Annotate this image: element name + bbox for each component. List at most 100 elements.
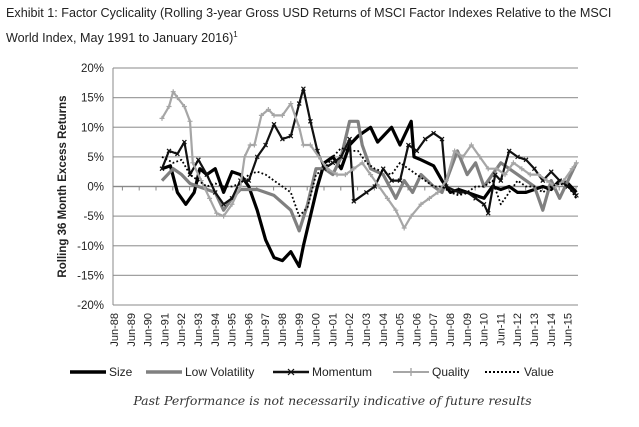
data-point [536,172,542,178]
x-tick-label: Jun-93 [193,313,205,347]
legend-item-size: Size [70,363,132,381]
legend-swatch-quality [393,368,429,376]
data-point [372,184,378,189]
data-point [359,160,365,166]
x-tick-label: Jun-97 [260,313,272,347]
data-point [523,157,529,163]
x-tick-label: Jun-05 [395,313,407,347]
data-point [258,112,264,118]
x-tick-label: Jun-98 [277,313,289,347]
data-point [384,195,390,201]
y-tick-label: 5% [87,152,104,164]
disclaimer-footer: Past Performance is not necessarily indi… [133,393,532,408]
x-tick-label: Jun-00 [311,313,323,347]
legend-swatch-low-volatility [146,370,182,374]
data-point [481,201,487,207]
y-tick-label: -10% [77,241,104,253]
data-point [422,136,428,142]
x-tick-label: Jun-91 [159,313,171,347]
data-point [431,130,437,136]
y-tick-label: 0% [87,182,104,194]
data-point [510,160,516,166]
data-point [492,172,498,178]
data-point [330,160,336,166]
data-point [397,178,403,183]
data-point [519,166,525,172]
data-point [279,112,285,118]
data-point [561,178,567,184]
x-tick-label: Jun-15 [563,313,575,347]
data-point [351,198,357,204]
data-point [265,106,271,112]
data-point [439,136,445,142]
data-point [166,104,172,110]
data-point [351,166,357,172]
data-point [181,104,187,110]
legend-label: Value [524,365,554,379]
data-point [237,184,243,189]
data-point [296,124,302,130]
data-point [347,136,353,142]
data-point [271,121,277,127]
data-point [485,210,491,216]
data-point [408,213,414,219]
data-point [242,154,248,160]
data-point [296,101,302,106]
y-tick-label: -20% [77,300,104,312]
data-point [159,115,165,121]
data-point [251,142,257,148]
data-point [204,172,210,178]
data-point [368,172,374,178]
chart: 20% 15% 10% 5% 0% -5% -10% -15% -20% Rolling 36 M… [57,63,579,347]
x-tick-label: Jun-14 [546,313,558,347]
data-point [221,201,227,207]
data-point [288,101,294,107]
y-axis-label: Rolling 36 Month Excess Returns [57,95,69,277]
legend-label: Quality [432,365,470,379]
legend-item-quality: Quality [393,363,469,381]
data-point [485,166,491,172]
data-point [324,166,330,172]
data-point [174,151,180,157]
legend-label: Momentum [312,365,373,379]
data-point [279,136,285,142]
data-point [389,178,395,183]
data-point [393,207,399,213]
x-tick-label: Jun-01 [327,313,339,347]
data-point [338,154,344,160]
data-point [452,148,458,154]
data-point [569,166,575,172]
data-point [573,160,579,166]
data-point [170,89,176,95]
data-point [254,154,260,160]
data-point [300,86,306,92]
legend-label: Size [109,365,133,379]
data-point [506,148,512,154]
x-tick-label: Jun-07 [428,313,440,347]
data-point [271,112,277,118]
chart-title-text: Exhibit 1: Factor Cyclicality (Rolling 3… [6,6,612,46]
x-tick-label: Jun-94 [210,313,222,347]
data-point [548,169,554,175]
data-point [426,195,432,201]
x-tick-label: Jun-08 [445,313,457,347]
y-tick-label: 10% [81,122,104,134]
x-tick-label: Jun-02 [344,313,356,347]
x-tick-label: Jun-12 [512,313,524,347]
x-tick-label: Jun-89 [126,313,138,347]
y-tick-label: -5% [84,211,104,223]
series-line-momentum [160,87,578,215]
data-point [181,139,187,145]
series-line-size [161,119,578,269]
data-point [174,95,180,101]
data-point [414,148,420,154]
series-line-value [161,147,578,217]
data-point [190,160,196,166]
legend-swatch-size [70,370,106,374]
x-tick-label: Jun-13 [529,313,541,347]
legend-swatch-value [485,371,521,373]
data-point [380,166,386,172]
legend-item-momentum: Momentum [273,363,372,381]
x-tick-label: Jun-99 [294,313,306,347]
data-point [229,201,235,207]
